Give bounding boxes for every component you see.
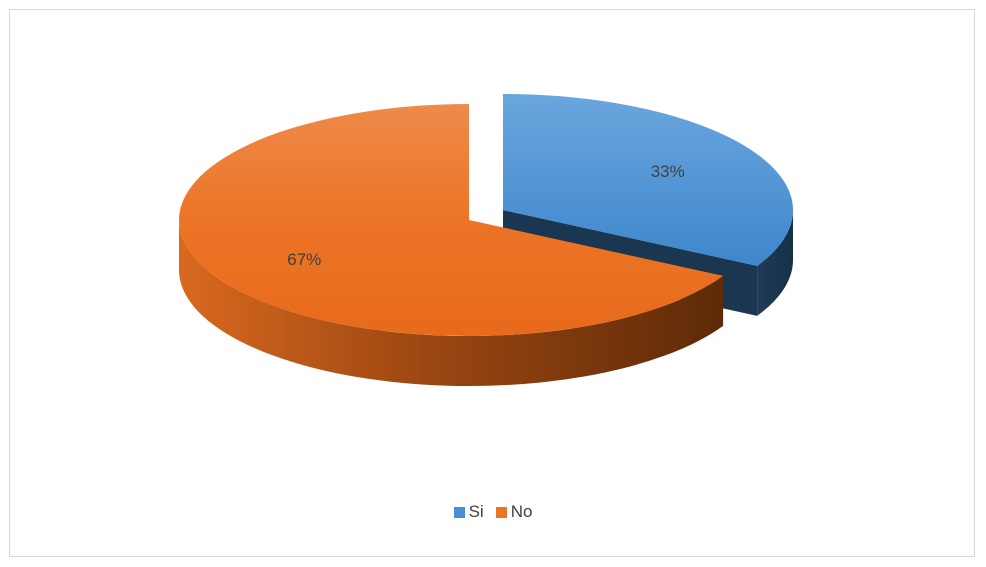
legend-item-no: No: [495, 502, 533, 522]
legend-swatch-no: [495, 506, 507, 518]
legend-label-no: No: [510, 502, 533, 521]
data-label-si: 33%: [651, 162, 685, 181]
data-label-no: 67%: [287, 250, 321, 269]
legend-swatch-si: [453, 506, 465, 518]
legend-label-si: Si: [468, 502, 484, 521]
slice-side-si: [757, 210, 793, 316]
slice-top-si: [503, 94, 793, 266]
slice-side-no: [179, 220, 724, 386]
slice-top-no: [179, 104, 724, 336]
legend: Si No: [0, 502, 986, 522]
legend-item-si: Si: [453, 502, 484, 522]
